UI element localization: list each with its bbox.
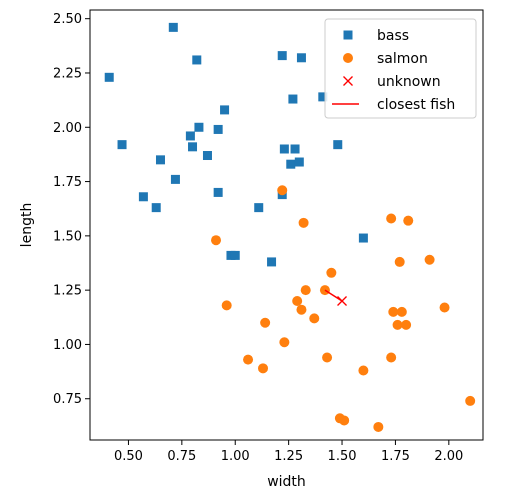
bass-point: [254, 203, 264, 213]
bass-point: [296, 53, 306, 63]
plot-frame: [89, 9, 484, 441]
legend-label: bass: [377, 28, 409, 44]
legend-box: [324, 18, 477, 119]
bass-point: [168, 22, 178, 32]
closest-fish-line: [324, 289, 343, 302]
bass-point: [155, 155, 165, 165]
salmon-point: [211, 235, 222, 246]
y-tick-label: 2.50: [53, 12, 82, 27]
bass-point: [117, 140, 127, 150]
salmon-point: [424, 254, 435, 265]
salmon-point: [439, 302, 450, 313]
bass-point: [294, 157, 304, 167]
x-tick-label: 0.50: [114, 449, 143, 464]
bass-point: [358, 233, 368, 243]
salmon-point: [309, 313, 320, 324]
salmon-point: [300, 285, 311, 296]
bass-point: [286, 159, 296, 169]
x-tick-label: 1.50: [328, 449, 357, 464]
salmon-point: [243, 354, 254, 365]
legend-unknown-marker: [343, 76, 353, 86]
legend: bass salmon unknown closest fish: [324, 18, 477, 119]
x-axis: 0.50 0.75 1.00 1.25 1.50 1.75 2.00: [114, 440, 463, 464]
y-tick-label: 2.00: [53, 121, 82, 136]
x-tick-label: 1.25: [274, 449, 303, 464]
salmon-point: [392, 319, 403, 330]
bass-point: [290, 144, 300, 154]
bass-point: [267, 257, 277, 267]
bass-point: [188, 142, 198, 152]
legend-label: unknown: [377, 74, 441, 90]
bass-point: [151, 203, 161, 213]
salmon-point: [386, 352, 397, 363]
salmon-point: [401, 319, 412, 330]
y-axis-label: length: [19, 203, 35, 248]
salmon-point: [277, 185, 288, 196]
y-tick-label: 1.75: [53, 175, 82, 190]
salmon-point: [292, 296, 303, 307]
salmon-point: [296, 304, 307, 315]
bass-point: [213, 124, 223, 134]
bass-point: [192, 55, 202, 65]
salmon-point: [339, 415, 350, 426]
bass-point: [318, 92, 328, 102]
x-tick-label: 0.75: [167, 449, 196, 464]
x-tick-label: 2.00: [434, 449, 463, 464]
data-marks: [104, 22, 476, 432]
salmon-point: [386, 213, 397, 224]
salmon-point: [279, 337, 290, 348]
salmon-point: [358, 365, 369, 376]
y-tick-label: 1.00: [53, 338, 82, 353]
bass-point: [277, 51, 287, 61]
salmon-point: [326, 267, 337, 278]
y-tick-label: 2.25: [53, 66, 82, 81]
salmon-point: [260, 317, 271, 328]
salmon-point: [388, 306, 399, 317]
bass-point: [138, 192, 148, 202]
salmon-point: [394, 256, 405, 267]
salmon-point: [403, 215, 414, 226]
bass-point: [170, 174, 180, 184]
bass-point: [333, 140, 343, 150]
x-tick-label: 1.75: [381, 449, 410, 464]
salmon-point: [322, 352, 333, 363]
bass-point: [194, 122, 204, 132]
bass-point: [202, 151, 212, 161]
x-tick-label: 1.00: [221, 449, 250, 464]
bass-point: [185, 131, 195, 141]
bass-point: [213, 187, 223, 197]
legend-bass-marker: [343, 30, 353, 40]
legend-label: closest fish: [377, 97, 455, 113]
salmon-point: [373, 421, 384, 432]
salmon-point: [396, 306, 407, 317]
legend-salmon-marker: [343, 53, 353, 63]
y-axis: 0.75 1.00 1.25 1.50 1.75 2.00 2.25 2.50: [53, 12, 90, 407]
bass-point: [279, 144, 289, 154]
bass-point: [230, 250, 240, 260]
legend-label: salmon: [377, 51, 428, 67]
x-axis-label: width: [267, 474, 306, 490]
bass-point: [104, 72, 114, 82]
bass-point: [288, 94, 298, 104]
y-tick-label: 1.50: [53, 229, 82, 244]
salmon-point: [221, 300, 232, 311]
salmon-point: [465, 395, 476, 406]
salmon-point: [298, 217, 309, 228]
y-tick-label: 1.25: [53, 284, 82, 299]
salmon-point: [258, 363, 269, 374]
bass-point: [220, 105, 230, 115]
y-tick-label: 0.75: [53, 392, 82, 407]
unknown-point: [337, 296, 347, 306]
